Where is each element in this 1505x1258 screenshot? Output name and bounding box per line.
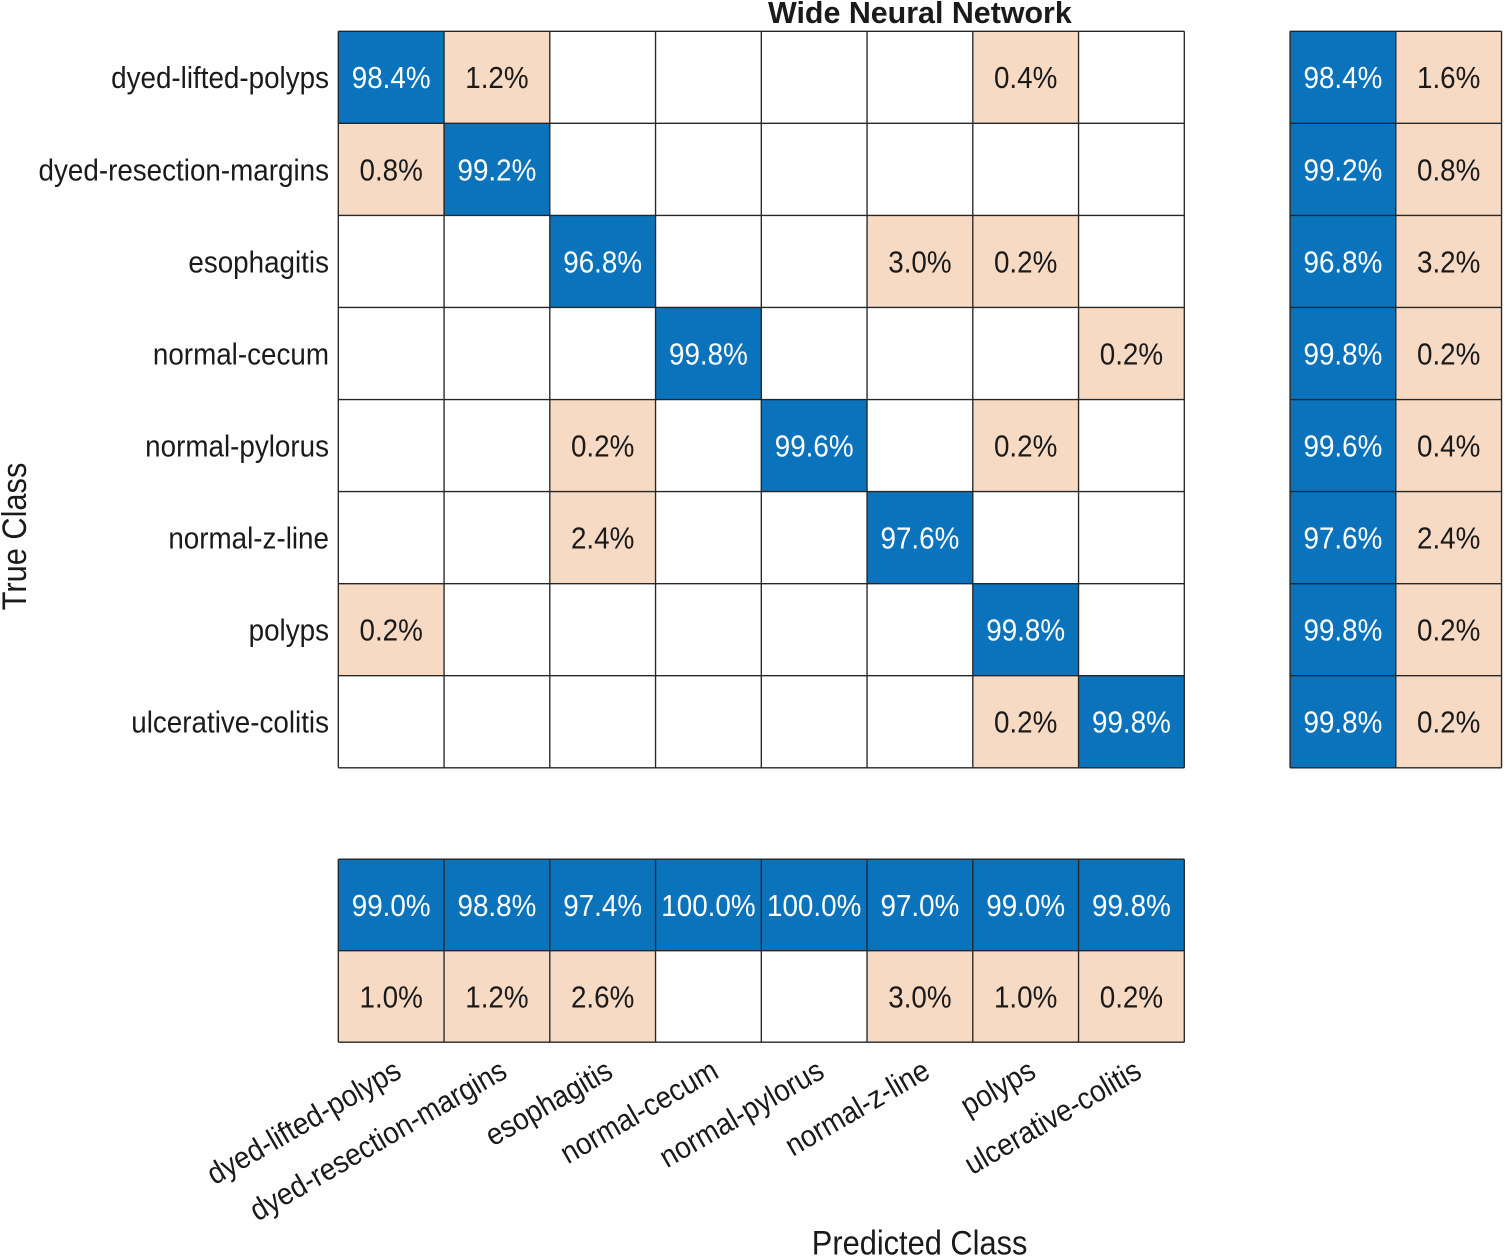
svg-text:0.4%: 0.4% [994,62,1057,95]
svg-text:99.8%: 99.8% [1304,338,1383,371]
svg-text:96.8%: 96.8% [563,246,642,279]
svg-text:99.6%: 99.6% [775,430,854,463]
svg-text:ulcerative-colitis: ulcerative-colitis [131,706,329,739]
svg-text:99.8%: 99.8% [986,614,1065,647]
svg-text:0.2%: 0.2% [994,706,1057,739]
svg-text:0.2%: 0.2% [1100,981,1163,1014]
svg-text:dyed-lifted-polyps: dyed-lifted-polyps [111,62,329,95]
svg-text:normal-pylorus: normal-pylorus [145,430,329,463]
svg-text:dyed-resection-margins: dyed-resection-margins [39,154,329,187]
svg-text:99.8%: 99.8% [1092,706,1171,739]
svg-text:96.8%: 96.8% [1304,246,1383,279]
svg-text:99.8%: 99.8% [669,338,748,371]
svg-text:1.0%: 1.0% [994,981,1057,1014]
svg-text:3.0%: 3.0% [888,246,951,279]
svg-text:98.4%: 98.4% [352,62,431,95]
svg-text:97.4%: 97.4% [563,890,642,923]
svg-text:0.2%: 0.2% [1417,338,1480,371]
svg-text:0.8%: 0.8% [359,154,422,187]
svg-text:0.2%: 0.2% [359,614,422,647]
svg-text:98.4%: 98.4% [1304,62,1383,95]
svg-text:99.8%: 99.8% [1304,706,1383,739]
svg-text:99.8%: 99.8% [1092,890,1171,923]
svg-text:1.0%: 1.0% [359,981,422,1014]
svg-text:polyps: polyps [249,614,329,647]
svg-text:0.4%: 0.4% [1417,430,1480,463]
svg-text:0.2%: 0.2% [1417,614,1480,647]
svg-text:99.0%: 99.0% [986,890,1065,923]
svg-text:2.4%: 2.4% [571,522,634,555]
svg-text:0.2%: 0.2% [571,430,634,463]
svg-text:2.6%: 2.6% [571,981,634,1014]
svg-text:99.0%: 99.0% [352,890,431,923]
svg-text:3.0%: 3.0% [888,981,951,1014]
svg-text:0.2%: 0.2% [1100,338,1163,371]
svg-text:Predicted Class: Predicted Class [812,1224,1028,1258]
svg-text:normal-cecum: normal-cecum [153,338,329,371]
svg-text:99.6%: 99.6% [1304,430,1383,463]
svg-text:0.2%: 0.2% [994,246,1057,279]
svg-text:97.0%: 97.0% [881,890,960,923]
svg-text:1.2%: 1.2% [465,62,528,95]
svg-text:Wide Neural Network: Wide Neural Network [768,0,1072,30]
svg-text:97.6%: 97.6% [1304,522,1383,555]
svg-text:97.6%: 97.6% [881,522,960,555]
svg-text:2.4%: 2.4% [1417,522,1480,555]
svg-text:normal-z-line: normal-z-line [168,522,329,555]
svg-text:99.2%: 99.2% [1304,154,1383,187]
svg-text:0.2%: 0.2% [994,430,1057,463]
svg-text:1.2%: 1.2% [465,981,528,1014]
svg-text:esophagitis: esophagitis [188,246,329,279]
svg-text:99.8%: 99.8% [1304,614,1383,647]
svg-text:98.8%: 98.8% [458,890,537,923]
svg-text:1.6%: 1.6% [1417,62,1480,95]
svg-text:100.0%: 100.0% [767,890,861,923]
svg-text:0.8%: 0.8% [1417,154,1480,187]
svg-text:0.2%: 0.2% [1417,706,1480,739]
svg-text:True Class: True Class [0,463,33,611]
svg-text:100.0%: 100.0% [661,890,755,923]
svg-text:99.2%: 99.2% [458,154,537,187]
svg-text:3.2%: 3.2% [1417,246,1480,279]
